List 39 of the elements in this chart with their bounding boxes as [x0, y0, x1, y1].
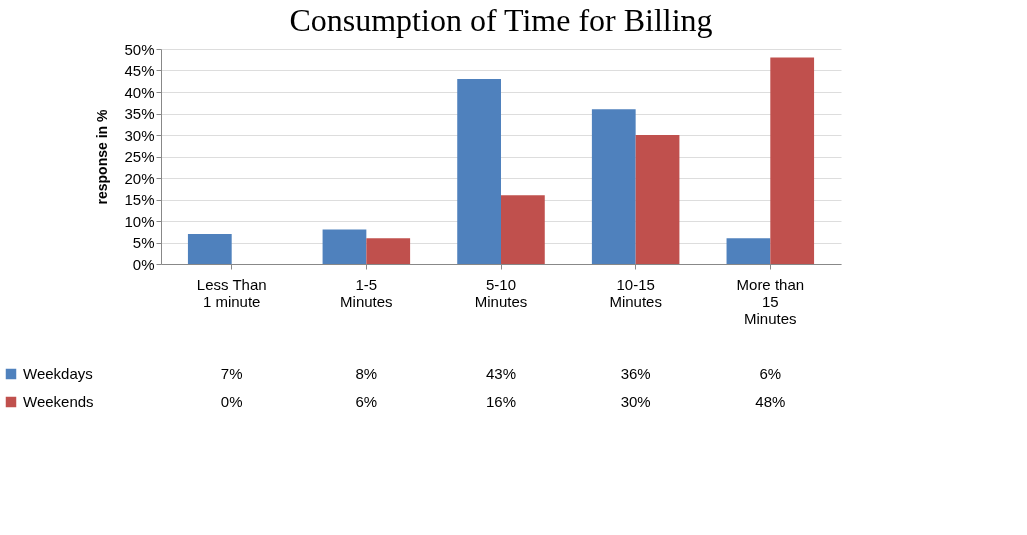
bar	[457, 79, 501, 264]
bar	[635, 135, 680, 264]
data-label: 7%	[220, 365, 243, 382]
data-label: 43%	[485, 365, 517, 382]
y-tick-label: 50%	[124, 40, 155, 58]
y-tick-label: 35%	[124, 105, 155, 122]
y-tick-label: 25%	[124, 148, 155, 165]
x-tick-label: More than 15 Minutes	[736, 275, 805, 327]
bar	[322, 229, 367, 264]
y-tick-label: 5%	[132, 234, 155, 251]
bar	[187, 233, 232, 264]
data-label: 16%	[485, 393, 517, 410]
y-tick-label: 0%	[132, 255, 155, 273]
data-label: 48%	[755, 393, 786, 410]
chart-title: Consumption of Time for Billing	[289, 2, 713, 38]
y-tick-label: 30%	[124, 126, 155, 144]
legend-label: Weekends	[23, 393, 94, 410]
y-tick-label: 45%	[124, 62, 155, 79]
y-axis-title: response in %	[94, 108, 111, 205]
bar	[770, 57, 815, 264]
data-label: 0%	[220, 393, 243, 410]
data-label: 6%	[355, 393, 378, 410]
data-label: 6%	[759, 365, 782, 382]
y-tick-label: 15%	[124, 191, 155, 208]
y-tick-label: 10%	[124, 212, 155, 230]
data-label: 36%	[620, 365, 651, 382]
bar	[366, 238, 411, 264]
bar	[726, 238, 771, 264]
bar	[591, 109, 636, 264]
y-tick-label: 20%	[124, 169, 155, 187]
x-tick-label: Less Than 1 minute	[196, 275, 267, 310]
x-tick-label: 1-5 Minutes	[340, 275, 393, 310]
legend-label: Weekdays	[23, 365, 93, 382]
x-tick-label: 10-15 Minutes	[609, 275, 662, 310]
data-label: 30%	[620, 393, 651, 410]
data-label: 8%	[355, 365, 378, 382]
x-tick-label: 5-10 Minutes	[474, 275, 528, 310]
y-tick-label: 40%	[124, 83, 155, 101]
bar	[501, 195, 545, 264]
